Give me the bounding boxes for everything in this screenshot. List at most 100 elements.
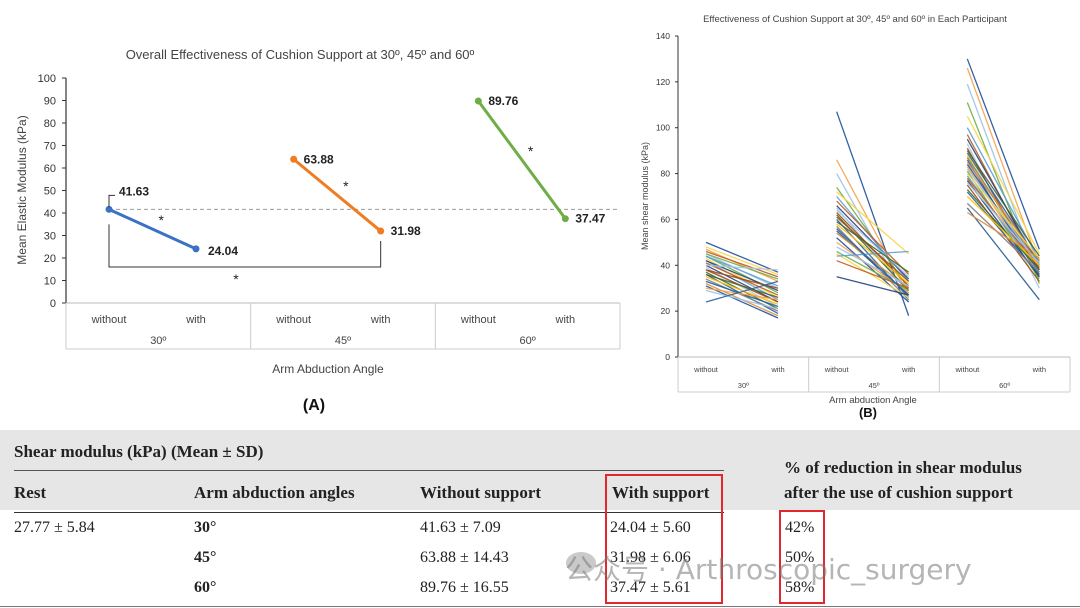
row-45-reduction: 50% bbox=[785, 549, 815, 566]
chart-b-panel-label: (B) bbox=[859, 405, 877, 420]
row-45-without: 63.88 ± 14.43 bbox=[420, 549, 509, 566]
chart-a-significance-star-0: * bbox=[159, 212, 165, 228]
row-30-without: 41.63 ± 7.09 bbox=[420, 519, 501, 536]
chart-a-group-label-1: 45º bbox=[335, 335, 351, 347]
chart-a-point-2-1 bbox=[561, 215, 569, 223]
row-30-reduction: 42% bbox=[785, 519, 815, 536]
chart-a-xtick-0-0: without bbox=[91, 314, 127, 326]
chart-b-participant-line-2-28 bbox=[966, 196, 1040, 266]
chart-b-group-label-0: 30º bbox=[738, 381, 749, 390]
chart-b-participant-line-1-27 bbox=[836, 228, 910, 296]
chart-a-xlabel: Arm Abduction Angle bbox=[272, 362, 384, 376]
chart-a-point-0-0 bbox=[105, 205, 113, 213]
chart-b-participant-line-0-4 bbox=[705, 257, 779, 298]
chart-a-significance-star-2: * bbox=[528, 143, 534, 159]
chart-b-ytick-3: 60 bbox=[661, 214, 671, 224]
row-60-without: 89.76 ± 16.55 bbox=[420, 579, 509, 596]
chart-a-point-0-1 bbox=[192, 245, 200, 253]
summary-table: Shear modulus (kPa) (Mean ± SD) % of red… bbox=[0, 430, 1080, 608]
chart-a-panel-label: (A) bbox=[303, 397, 325, 414]
wechat-icon bbox=[566, 552, 596, 574]
watermark: 公众号 · Arthroscopic_surgery bbox=[565, 553, 972, 586]
chart-a-point-1-1 bbox=[377, 227, 385, 235]
chart-b-participant-line-1-20 bbox=[836, 253, 910, 298]
chart-b-participant-line-1-18 bbox=[836, 246, 909, 287]
chart-a-bracket-star: * bbox=[233, 271, 239, 287]
chart-b-ytick-4: 80 bbox=[661, 169, 671, 179]
chart-b-participant-line-0-1 bbox=[705, 248, 779, 282]
chart-b-participant-line-1-21 bbox=[836, 250, 909, 257]
chart-b-ytick-1: 20 bbox=[661, 306, 671, 316]
chart-b-participant-line-0-20 bbox=[705, 246, 779, 276]
chart-a-label-leader bbox=[108, 194, 115, 208]
chart-b-participant-line-1-7 bbox=[836, 205, 910, 280]
chart-a-group-label-2: 60º bbox=[520, 335, 536, 347]
table-group-title: Shear modulus (kPa) (Mean ± SD) bbox=[14, 442, 264, 461]
chart-b-participant-line-0-18 bbox=[705, 289, 779, 310]
chart-a: Overall Effectiveness of Cushion Support… bbox=[15, 47, 621, 414]
row-30-with: 24.04 ± 5.60 bbox=[610, 519, 691, 536]
rest-value: 27.77 ± 5.84 bbox=[14, 519, 95, 536]
chart-b-participant-line-0-17 bbox=[705, 287, 779, 301]
chart-a-series-line-1 bbox=[292, 158, 382, 233]
chart-b-xtick-2-1: with bbox=[1032, 365, 1046, 374]
row-30-angle: 30° bbox=[194, 519, 217, 536]
chart-a-series-line-2 bbox=[477, 100, 567, 220]
row-45-with: 31.98 ± 6.06 bbox=[610, 549, 691, 566]
chart-b-participant-line-0-21 bbox=[705, 255, 779, 287]
reduction-title-line2: after the use of cushion support bbox=[784, 483, 1013, 502]
chart-a-significance-bracket bbox=[108, 224, 382, 268]
chart-a-xtick-2-0: without bbox=[460, 314, 496, 326]
chart-a-ytick-0: 0 bbox=[50, 298, 56, 310]
col-angles-header: Arm abduction angles bbox=[194, 483, 355, 502]
chart-b-group-label-2: 60º bbox=[999, 381, 1010, 390]
chart-b-participant-line-2-31 bbox=[966, 212, 1040, 259]
chart-b-participant-line-2-24 bbox=[966, 182, 1040, 264]
chart-a-series-line-0 bbox=[108, 207, 197, 251]
chart-b-xtick-0-1: with bbox=[770, 365, 784, 374]
chart-b-participant-line-0-7 bbox=[705, 264, 779, 303]
chart-a-ytick-10: 100 bbox=[38, 73, 56, 85]
chart-b-participant-line-1-24 bbox=[836, 209, 910, 278]
chart-a-ytick-3: 30 bbox=[44, 231, 56, 243]
chart-b-participant-line-0-3 bbox=[705, 255, 779, 294]
chart-b-participant-line-1-4 bbox=[836, 191, 910, 255]
chart-b-participant-line-0-26 bbox=[705, 273, 779, 299]
row-60-angle: 60° bbox=[194, 579, 217, 596]
chart-b-xtick-0-0: without bbox=[693, 365, 719, 374]
chart-a-xtick-1-0: without bbox=[275, 314, 311, 326]
chart-b-participant-line-2-26 bbox=[966, 189, 1040, 271]
table-bottom-rule bbox=[0, 606, 1080, 607]
reduction-highlight bbox=[779, 510, 825, 604]
chart-a-ytick-6: 60 bbox=[44, 163, 56, 175]
chart-a-ytick-2: 20 bbox=[44, 253, 56, 265]
chart-b-xtick-1-0: without bbox=[824, 365, 850, 374]
row-60-with: 37.47 ± 5.61 bbox=[610, 579, 691, 596]
chart-b-xtick-1-1: with bbox=[901, 365, 915, 374]
chart-a-data-label-0-1: 24.04 bbox=[208, 244, 238, 258]
chart-b-participant-line-0-22 bbox=[705, 250, 779, 278]
chart-b-ylabel: Mean shear modulus (kPa) bbox=[640, 142, 650, 250]
chart-a-ytick-4: 40 bbox=[44, 208, 56, 220]
header-divider bbox=[14, 470, 724, 471]
header-bottom-rule bbox=[14, 512, 724, 513]
chart-a-point-1-0 bbox=[290, 155, 298, 163]
chart-b-participant-line-1-26 bbox=[836, 221, 910, 273]
chart-a-point-2-0 bbox=[474, 97, 482, 105]
chart-a-significance-star-1: * bbox=[343, 178, 349, 194]
chart-b: Effectiveness of Cushion Support at 30º,… bbox=[640, 14, 1071, 420]
row-45-angle: 45° bbox=[194, 549, 217, 566]
chart-a-xtick-1-1: with bbox=[370, 314, 391, 326]
chart-b-ytick-6: 120 bbox=[656, 77, 670, 87]
chart-b-participant-line-0-19 bbox=[705, 253, 779, 280]
chart-a-data-label-1-1: 31.98 bbox=[391, 224, 421, 238]
chart-b-participant-line-2-4 bbox=[966, 115, 1040, 255]
chart-b-participant-line-2-10 bbox=[966, 150, 1040, 257]
chart-b-participant-line-1-23 bbox=[836, 276, 909, 296]
chart-b-participant-line-0-27 bbox=[705, 280, 779, 303]
chart-b-participant-line-2-1 bbox=[966, 67, 1040, 266]
chart-a-data-label-1-0: 63.88 bbox=[304, 152, 334, 166]
chart-b-ytick-5: 100 bbox=[656, 123, 670, 133]
chart-a-ytick-7: 70 bbox=[44, 141, 56, 153]
chart-b-title: Effectiveness of Cushion Support at 30º,… bbox=[703, 14, 1007, 25]
